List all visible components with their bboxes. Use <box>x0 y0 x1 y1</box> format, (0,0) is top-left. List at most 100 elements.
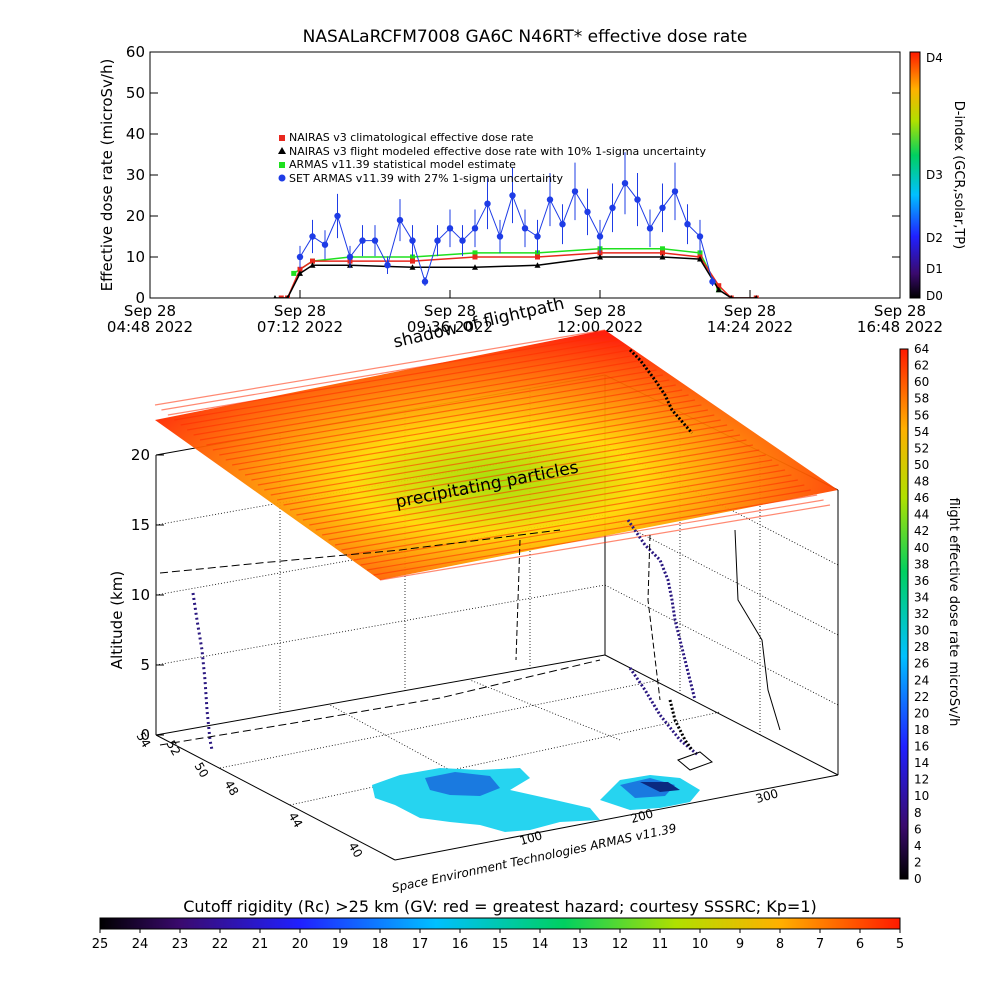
data-point <box>696 233 704 240</box>
dose-streak <box>212 374 663 451</box>
data-point <box>709 278 716 285</box>
dose-rate-tick: 42 <box>914 524 929 538</box>
cutoff-rigidity-colorbar-gradient <box>99 917 901 930</box>
cutoff-rigidity-colorbar-label: Cutoff rigidity (Rc) >25 km (GV: red = g… <box>183 897 817 916</box>
dose-rate-tick: 26 <box>914 657 929 671</box>
y-tick-label: 0 <box>135 289 145 307</box>
dose-rate-tick: 52 <box>914 441 929 455</box>
dose-rate-tick: 58 <box>914 392 929 406</box>
data-point <box>321 241 329 248</box>
data-point <box>310 258 315 264</box>
d-index-tick: D0 <box>926 289 943 303</box>
series-line <box>281 252 757 298</box>
d-index-label: D-index (GCR,solar,TP) <box>951 101 966 249</box>
d-index-colorbar: D4 D3 D2 D1 D0 D-index (GCR,solar,TP) <box>909 51 966 303</box>
data-point <box>596 233 604 240</box>
data-point <box>446 225 454 232</box>
data-point <box>534 233 541 240</box>
legend-label: ARMAS v11.39 statistical model estimate <box>289 158 516 171</box>
three-d-panel: 0 5 10 15 20 Altitude (km) 54 52 50 48 44 40… <box>108 294 839 895</box>
data-point <box>584 208 591 216</box>
dose-rate-tick: 18 <box>914 723 929 737</box>
dose-streak <box>154 329 606 406</box>
dose-rate-tick: 16 <box>914 740 929 754</box>
dose-rate-tick: 8 <box>914 806 922 820</box>
dose-rate-tick: 28 <box>914 640 929 654</box>
x-tick-label-date: Sep 28 <box>574 302 626 320</box>
d-index-colorbar-gradient <box>909 51 921 299</box>
data-point <box>671 188 679 195</box>
dose-rate-tick: 56 <box>914 408 929 422</box>
x-tick-label-date: Sep 28 <box>124 302 176 320</box>
dose-streak <box>283 429 734 506</box>
y-tick-label: 10 <box>126 248 145 266</box>
data-point <box>496 233 504 240</box>
y-tick-label: 50 <box>126 84 145 102</box>
data-point <box>472 250 478 256</box>
series-line <box>293 248 720 291</box>
latitude-tick: 52 <box>164 738 184 758</box>
dose-streak <box>219 379 670 456</box>
data-point <box>597 254 603 260</box>
longitude-tick: 300 <box>754 786 780 806</box>
dose-rate-colorbar-label: flight effective dose rate microSv/h <box>946 498 961 727</box>
data-point <box>278 295 284 298</box>
data-point <box>546 196 554 203</box>
dose-rate-tick: 14 <box>914 756 929 770</box>
dose-rate-tick: 10 <box>914 789 929 803</box>
dose-streak <box>277 424 728 501</box>
data-point <box>359 237 366 244</box>
data-point <box>471 225 479 232</box>
data-point <box>684 221 691 228</box>
dose-rate-tick: 60 <box>914 375 929 389</box>
x-tick-label-time: 04:48 2022 <box>107 318 193 336</box>
y-tick-label: 20 <box>126 207 145 225</box>
data-point <box>472 254 478 260</box>
altitude-tick-label: 20 <box>131 446 150 464</box>
altitude-tick-label: 15 <box>131 516 150 534</box>
longitude-axis: 100 200 300 <box>518 786 780 848</box>
dose-streak <box>199 364 651 441</box>
altitude-tick-label: 0 <box>140 726 150 744</box>
data-point <box>535 254 540 260</box>
chart-title: NASALaRCFM7008 GA6C N46RT* effective dos… <box>303 27 748 47</box>
rc-tick-label: 23 <box>172 937 189 952</box>
series-nairas-flight <box>273 254 758 298</box>
dose-rate-tick: 46 <box>914 491 929 505</box>
dose-streak <box>379 504 831 581</box>
altitude-tick-label: 5 <box>140 656 150 674</box>
dose-streak <box>232 389 683 466</box>
data-point <box>409 237 416 244</box>
dose-streak <box>289 434 741 511</box>
top-legend: NAIRAS v3 climatological effective dose … <box>278 131 706 185</box>
top-series <box>273 152 759 298</box>
altitude-axis-label: Altitude (km) <box>108 571 126 669</box>
dose-streak <box>238 394 689 471</box>
longitude-tick: 200 <box>629 806 655 826</box>
legend-item-armas-statistical: ARMAS v11.39 statistical model estimate <box>279 158 516 171</box>
dose-streak <box>354 484 805 561</box>
dose-streak <box>347 479 798 556</box>
x-tick-label-date: Sep 28 <box>724 302 776 320</box>
rc-tick-label: 7 <box>816 937 824 952</box>
altitude-tick-label: 10 <box>131 586 150 604</box>
dose-streak <box>264 414 715 491</box>
legend-label: SET ARMAS v11.39 with 27% 1-sigma uncert… <box>289 172 563 185</box>
dose-streak <box>225 384 676 461</box>
d-index-tick: D4 <box>926 51 943 65</box>
data-point <box>273 295 277 298</box>
rc-tick-label: 14 <box>532 937 549 952</box>
data-point <box>634 196 641 203</box>
data-point <box>716 283 722 289</box>
data-point <box>296 253 304 261</box>
data-point <box>484 200 491 207</box>
rc-tick-label: 18 <box>372 937 389 952</box>
x-tick-label-date: Sep 28 <box>874 302 926 320</box>
latitude-axis: 54 52 50 48 44 40 <box>134 730 366 860</box>
data-point <box>396 216 404 224</box>
y-tick-label: 60 <box>126 43 145 61</box>
data-point <box>559 221 566 228</box>
rc-tick-label: 8 <box>776 937 784 952</box>
dose-rate-tick: 20 <box>914 706 929 720</box>
dose-rate-tick: 62 <box>914 359 929 373</box>
